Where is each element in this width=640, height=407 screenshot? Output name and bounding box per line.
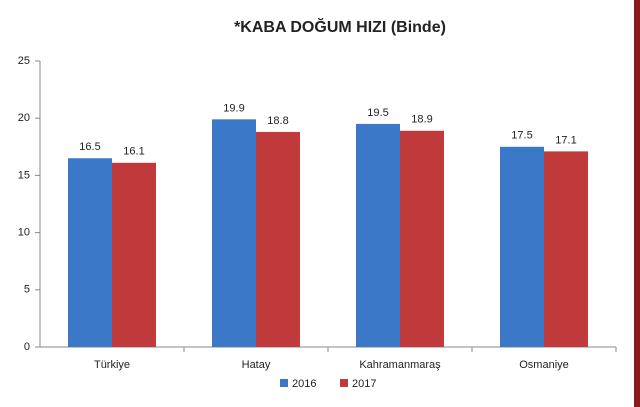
data-label: 17.1 bbox=[555, 134, 576, 146]
data-label: 19.5 bbox=[367, 107, 388, 119]
bar bbox=[356, 123, 400, 347]
data-label: 18.8 bbox=[267, 115, 288, 127]
bar bbox=[112, 162, 156, 347]
data-label: 19.9 bbox=[223, 102, 244, 114]
y-tick-label: 5 bbox=[24, 284, 30, 296]
bar bbox=[212, 119, 256, 348]
data-label: 16.1 bbox=[123, 146, 144, 158]
x-tick-label: Osmaniye bbox=[519, 359, 569, 371]
bar bbox=[256, 131, 300, 347]
x-tick-label: Kahramanmaraş bbox=[359, 359, 441, 371]
legend-swatch bbox=[340, 379, 348, 387]
bar bbox=[68, 158, 112, 347]
chart-title: *KABA DOĞUM HIZI (Binde) bbox=[234, 17, 446, 36]
data-label: 16.5 bbox=[79, 141, 100, 153]
y-tick-label: 0 bbox=[24, 341, 30, 353]
edge-strip bbox=[634, 0, 640, 407]
y-tick-label: 15 bbox=[18, 169, 30, 181]
legend-swatch bbox=[280, 379, 288, 387]
legend-label: 2016 bbox=[292, 378, 316, 390]
data-label: 18.9 bbox=[411, 114, 432, 126]
legend-label: 2017 bbox=[352, 378, 376, 390]
y-tick-label: 25 bbox=[18, 55, 30, 67]
y-tick-label: 20 bbox=[18, 112, 30, 124]
bar bbox=[400, 130, 444, 347]
data-label: 17.5 bbox=[511, 130, 532, 142]
bar bbox=[500, 146, 544, 347]
x-tick-label: Türkiye bbox=[94, 359, 130, 371]
x-tick-label: Hatay bbox=[242, 359, 271, 371]
bar bbox=[544, 151, 588, 347]
y-tick-label: 10 bbox=[18, 227, 30, 239]
